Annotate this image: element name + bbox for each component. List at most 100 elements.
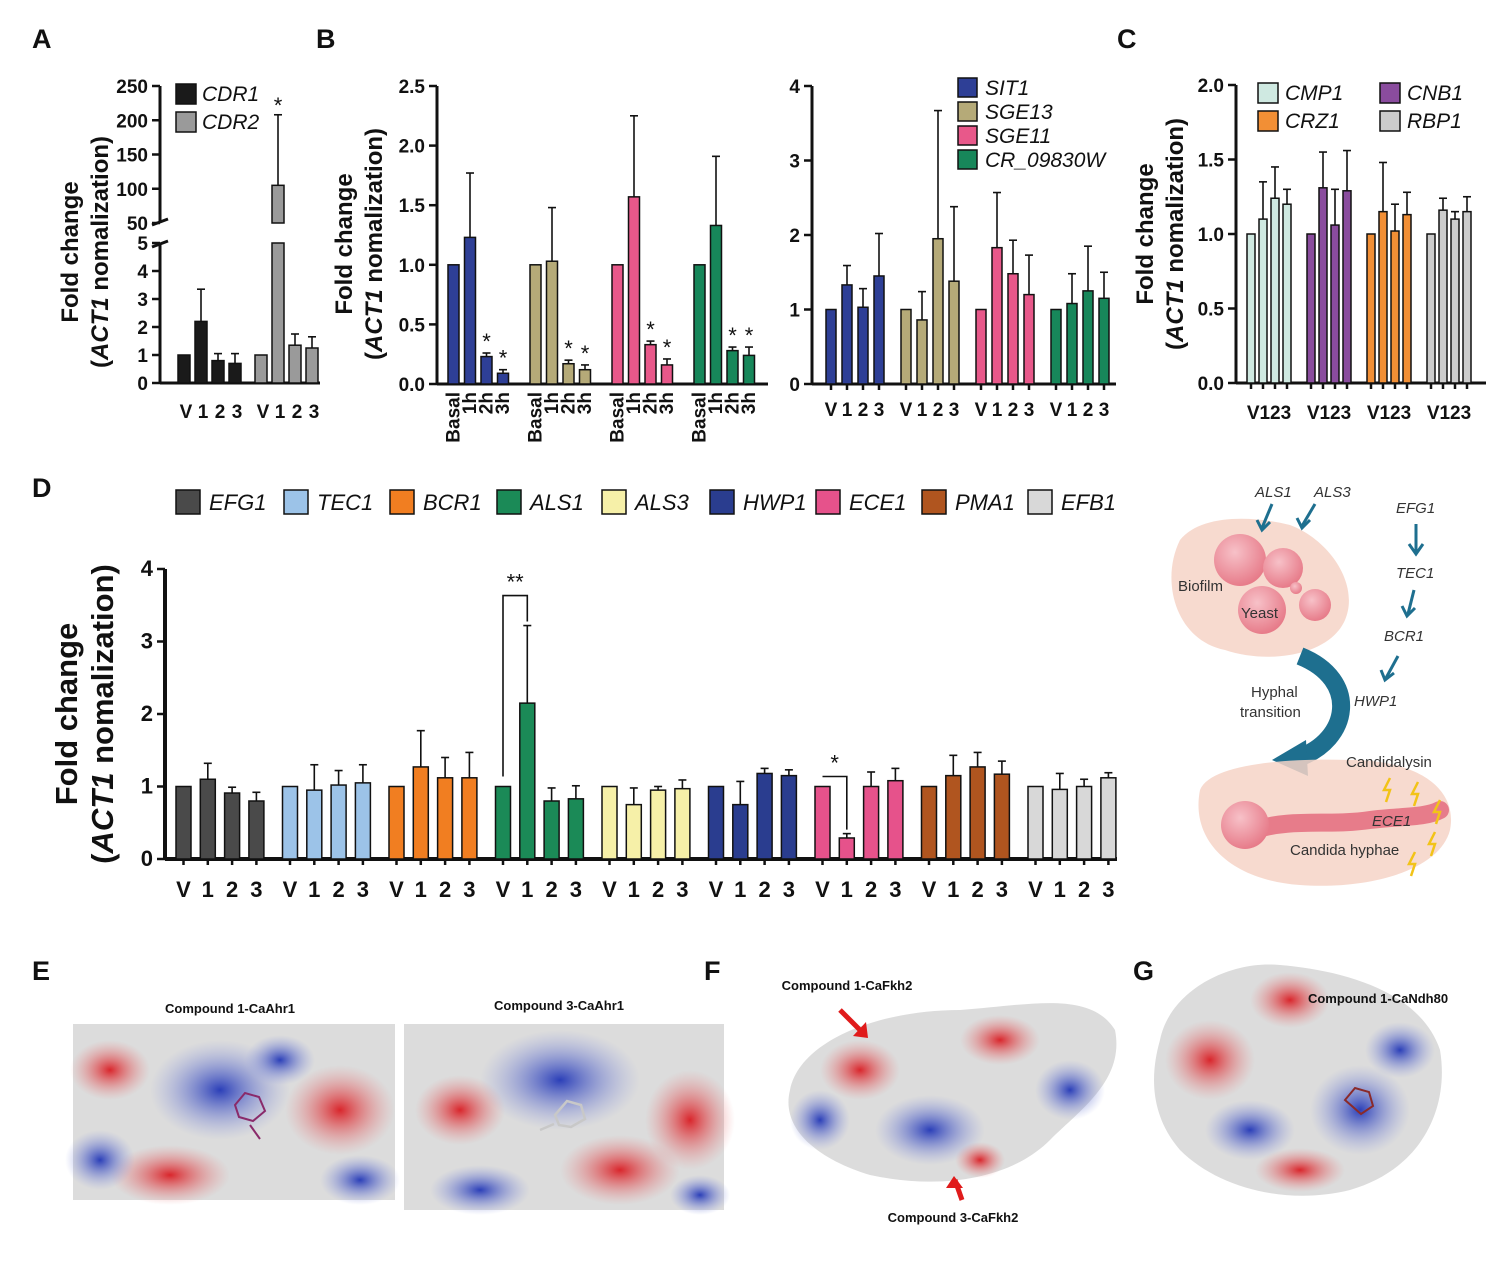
significance-star: * <box>728 323 737 348</box>
surface-patch-blue <box>670 1175 730 1215</box>
bar-sge11-1 <box>991 246 1003 385</box>
x-tick-label: 1 <box>734 877 746 902</box>
bar-cnb1-1 <box>1318 187 1328 384</box>
x-tick-label: 2 <box>971 877 983 902</box>
x-tick-label: 2h <box>641 392 662 414</box>
bar-sge13-2h <box>562 362 575 385</box>
legend-swatch-cdr2 <box>175 111 197 133</box>
x-tick-label: 1h <box>460 392 481 414</box>
x-tick-label: 3h <box>575 392 596 414</box>
bar-cdr1-2 <box>211 359 225 384</box>
bar-als3-1 <box>625 803 643 860</box>
y-tick-label: 0 <box>789 375 800 396</box>
ligand <box>1343 1086 1375 1116</box>
legend-label-cmp1: CMP1 <box>1285 82 1343 105</box>
arrow-tec1-head <box>1400 605 1417 619</box>
surface-patch-red <box>560 1135 680 1205</box>
hypha <box>1246 801 1449 839</box>
x-tick-label: 2h <box>559 392 580 414</box>
legend-swatch-efb1 <box>1027 489 1053 515</box>
ylabel-b: Fold change (ACT1 nomalization) <box>331 128 388 360</box>
x-tick-label: 2h <box>723 392 744 414</box>
x-tick-label: V123 <box>1367 403 1411 424</box>
x-tick-label: 3 <box>357 877 369 902</box>
bar-cr_09830w-basal <box>693 264 706 385</box>
lightning-icon <box>1409 781 1420 807</box>
schematic-als1: ALS1 <box>1254 484 1292 501</box>
bar-als1-v <box>494 785 512 860</box>
x-tick-label: 3 <box>250 877 262 902</box>
y-tick-label: 2.5 <box>399 77 426 98</box>
x-tick-label: 3 <box>949 400 960 421</box>
arrow-als1-head <box>1255 519 1272 533</box>
hypha-cell <box>1221 801 1269 849</box>
x-tick-label: 3 <box>996 877 1008 902</box>
label-e-left: Compound 1-CaAhr1 <box>165 1001 295 1016</box>
legend-swatch-sge13 <box>957 101 978 122</box>
y-tick-label: 5 <box>137 234 148 255</box>
x-tick-label: 2 <box>332 877 344 902</box>
arrow-efg1-head <box>1407 543 1425 557</box>
bar-tec1-1 <box>306 789 323 860</box>
bar-bcr1-v <box>388 785 405 860</box>
surface-patch-red <box>1165 1020 1255 1100</box>
y-tick-label: 0 <box>141 846 153 871</box>
panel-label-c: C <box>1117 24 1137 54</box>
y-tick-label: 4 <box>137 262 148 283</box>
surface-patch-blue <box>245 1035 315 1085</box>
arrow-als3-head <box>1295 517 1312 531</box>
panel-label-e: E <box>32 956 50 986</box>
legend-swatch-ece1 <box>815 489 841 515</box>
y-tick-label: 250 <box>116 77 148 98</box>
x-tick-label: 1 <box>992 400 1003 421</box>
bar-sge13-3h <box>578 368 592 385</box>
surface-g: Compound 1-CaNdh80 <box>1154 964 1448 1196</box>
ylabel-d-line1: Fold change <box>49 623 84 806</box>
schematic-biofilm: Biofilm <box>1178 578 1223 595</box>
legend-swatch-cr_09830w <box>957 149 978 170</box>
label-f-top: Compound 1-CaFkh2 <box>782 978 913 993</box>
ylabel-a-line1: Fold change <box>57 181 84 322</box>
bar-sge11-3 <box>1023 293 1035 385</box>
y-tick-label: 2 <box>141 701 153 726</box>
surface-patch-red <box>70 1040 150 1100</box>
bar-sge13-basal <box>529 264 542 385</box>
x-tick-label: V123 <box>1247 403 1291 424</box>
bar-pma1-1 <box>945 774 962 860</box>
ylabel-a: Fold change (ACT1 nomalization) <box>57 136 114 368</box>
x-tick-label: 1 <box>1067 400 1078 421</box>
surface-patch-blue <box>65 1130 135 1190</box>
y-tick-label: 4 <box>141 556 154 581</box>
lightning-icon <box>1381 777 1392 803</box>
panel-label-b: B <box>316 24 336 54</box>
bar-sge13-2 <box>932 237 944 385</box>
bar-crz1-v <box>1366 233 1376 384</box>
bar-cnb1-2 <box>1330 224 1340 384</box>
schematic-candidalysin: Candidalysin <box>1346 754 1432 771</box>
bar-cdr1-V <box>177 354 191 384</box>
x-tick-label: 2h <box>477 392 498 414</box>
surface-patch-red <box>820 1040 900 1100</box>
bar-sit1-basal <box>447 264 460 385</box>
legend-swatch-cnb1 <box>1379 82 1401 104</box>
x-tick-label: V <box>257 402 270 423</box>
significance-star: * <box>646 317 655 342</box>
legend-label-als3: ALS3 <box>633 490 690 515</box>
bar-bcr1-1 <box>412 766 430 860</box>
surface-patch-red <box>645 1070 735 1170</box>
bar-efg1-3 <box>248 800 265 860</box>
panel-label-d: D <box>32 473 52 503</box>
x-tick-label: 1 <box>202 877 214 902</box>
schematic-hyphae: Candida hyphae <box>1290 842 1399 859</box>
bar-cnb1-v <box>1306 233 1316 384</box>
bar-rbp1-v <box>1426 233 1436 384</box>
x-tick-label: 2 <box>758 877 770 902</box>
surface-patch-red <box>1250 972 1330 1028</box>
legend-label-sit1: SIT1 <box>985 77 1029 100</box>
panel-label-a: A <box>32 24 52 54</box>
y-tick-label: 150 <box>116 146 148 167</box>
x-tick-label: V <box>602 877 617 902</box>
surface-patch-red <box>960 1015 1040 1065</box>
